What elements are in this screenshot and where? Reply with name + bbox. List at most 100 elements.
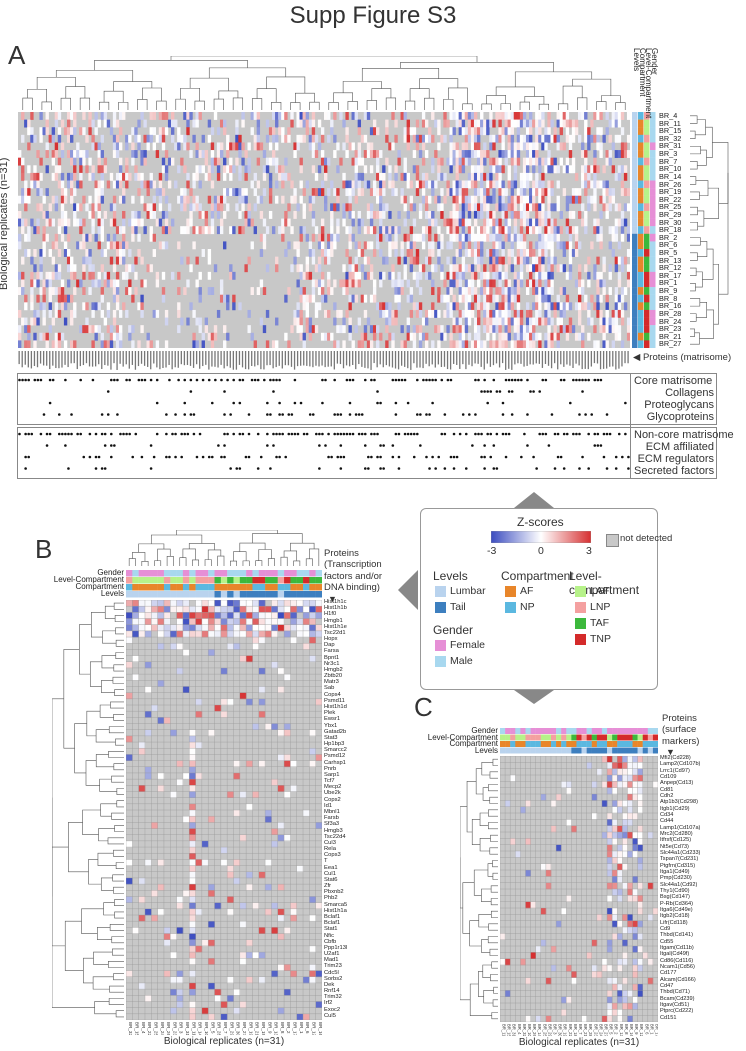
- panel-a-x-tick-mark: [404, 351, 406, 367]
- panel-a-heatmap-cell: [85, 134, 89, 143]
- panel-b-col-label: BR_5: [210, 1022, 215, 1034]
- panel-a-annotation-cell: [650, 134, 656, 143]
- panel-a-heatmap-cell: [27, 119, 31, 128]
- panel-b-heatmap-cell: [151, 624, 158, 632]
- non-core-matrisome-dot: [483, 467, 486, 470]
- panel-c-heatmap-cell: [556, 794, 562, 801]
- panel-b-heatmap-cell: [170, 791, 177, 798]
- panel-a-heatmap-cell: [467, 302, 472, 311]
- panel-a-heatmap-cell: [360, 157, 365, 166]
- panel-c-heatmap-cell: [632, 965, 638, 972]
- panel-a-heatmap-cell: [161, 157, 166, 166]
- core-matrisome-dot: [431, 378, 434, 382]
- panel-a-heatmap-cell: [259, 317, 264, 326]
- panel-a-heatmap-cell: [27, 195, 31, 204]
- panel-a-heatmap-cell: [449, 142, 453, 151]
- panel-b-row-dendrogram-branch: [97, 852, 117, 866]
- panel-a-heatmap-cell: [590, 195, 594, 204]
- panel-a-heatmap-cell: [617, 119, 622, 128]
- panel-a-heatmap-cell: [409, 287, 414, 296]
- panel-a-x-tick-mark: [382, 351, 384, 368]
- panel-a-heatmap-cell: [458, 165, 462, 174]
- panel-a-heatmap-cell: [115, 332, 120, 341]
- panel-a-heatmap-cell: [535, 172, 539, 181]
- panel-b-annotation-cell: [214, 591, 222, 598]
- panel-a-heatmap-cell: [146, 203, 150, 212]
- core-matrisome-dot: [57, 413, 61, 416]
- panel-a-heatmap-cell: [498, 332, 502, 341]
- non-core-matrisome-dot: [391, 444, 395, 447]
- panel-a-heatmap-cell: [547, 165, 551, 174]
- panel-b-heatmap-cell: [227, 791, 234, 798]
- panel-a-heatmap-cell: [473, 325, 478, 334]
- panel-b-heatmap-cell: [258, 667, 266, 675]
- non-core-matrisome-dot: [382, 444, 385, 447]
- panel-a-heatmap-cell: [421, 195, 426, 204]
- panel-a-heatmap-cell: [541, 249, 545, 257]
- panel-a-heatmap-cell: [219, 142, 224, 151]
- panel-b-column-dendrogram-branch: [305, 558, 313, 566]
- panel-b-heatmap-cell: [290, 915, 298, 922]
- panel-a-heatmap-cell: [45, 142, 49, 151]
- panel-a-heatmap-cell: [186, 317, 190, 326]
- core-matrisome-dot: [143, 378, 147, 382]
- non-core-matrisome-dot: [281, 432, 284, 436]
- panel-a-heatmap-cell: [486, 287, 490, 296]
- non-core-matrisome-dot: [562, 467, 566, 470]
- panel-a-heatmap-cell: [106, 233, 111, 242]
- panel-a-heatmap-cell: [27, 340, 31, 348]
- panel-b-heatmap-cell: [144, 600, 152, 607]
- non-core-matrisome-dot: [128, 432, 131, 436]
- panel-a-heatmap-cell: [134, 256, 138, 265]
- panel-a-heatmap-cell: [125, 134, 129, 143]
- panel-a-heatmap-cell: [186, 226, 190, 235]
- panel-a-heatmap-cell: [412, 241, 417, 250]
- panel-c-heatmap-cell: [500, 933, 506, 940]
- panel-a-heatmap-cell: [60, 279, 65, 288]
- panel-a-annotation-cell: [650, 172, 656, 181]
- panel-a-heatmap-cell: [85, 203, 89, 212]
- panel-b-annotation-cell: [138, 577, 146, 584]
- panel-a-heatmap-cell: [394, 309, 398, 318]
- panel-a-heatmap-cell: [446, 188, 450, 197]
- core-matrisome-dot: [250, 378, 254, 382]
- panel-b-row-label: Cops2: [324, 796, 341, 803]
- non-core-matrisome-dot: [443, 467, 447, 470]
- panel-c-heatmap-cell: [607, 832, 613, 839]
- panel-a-heatmap-cell: [464, 340, 469, 348]
- panel-a-heatmap-cell: [232, 294, 236, 303]
- panel-a-heatmap-cell: [262, 172, 267, 181]
- panel-a-x-tick-mark: [330, 351, 332, 367]
- core-matrisome-dot: [189, 390, 193, 393]
- panel-a-heatmap-cell: [207, 249, 212, 257]
- panel-a-heatmap-cell: [357, 249, 362, 257]
- panel-a-heatmap-cell: [30, 271, 34, 280]
- panel-a-heatmap-cell: [623, 256, 628, 265]
- panel-a-heatmap-cell: [559, 317, 563, 326]
- panel-a-heatmap-cell: [522, 325, 527, 334]
- panel-a-heatmap-cell: [342, 180, 346, 189]
- panel-a-heatmap-cell: [507, 180, 511, 189]
- panel-a-heatmap-cell: [281, 134, 285, 143]
- panel-c-annotation-label: Levels: [474, 745, 498, 755]
- panel-c-row-dendrogram-branch: [473, 869, 488, 896]
- panel-a-heatmap-cell: [391, 112, 395, 120]
- panel-c-annotation-cell: [596, 741, 603, 747]
- panel-a-heatmap-cell: [207, 195, 212, 204]
- panel-a-heatmap-cell: [477, 150, 481, 158]
- panel-a-heatmap-cell: [195, 256, 199, 265]
- panel-b-row-label: Hmgb3: [324, 827, 343, 834]
- panel-a-heatmap-cell: [397, 226, 401, 235]
- panel-b-annotation-cell: [303, 591, 310, 598]
- panel-b-annotation-cell: [182, 570, 190, 577]
- panel-b-heatmap-cell: [170, 729, 177, 737]
- panel-a-heatmap-cell: [473, 134, 478, 143]
- panel-a-heatmap-cell: [112, 332, 117, 341]
- panel-a-heatmap-cell: [317, 287, 322, 296]
- panel-a-heatmap-cell: [614, 317, 619, 326]
- panel-a-heatmap-cell: [525, 157, 530, 166]
- panel-a-heatmap-cell: [596, 134, 600, 143]
- panel-a-heatmap-cell: [226, 150, 230, 158]
- panel-b-heatmap-cell: [284, 791, 291, 798]
- panel-c-heatmap: [500, 756, 658, 1022]
